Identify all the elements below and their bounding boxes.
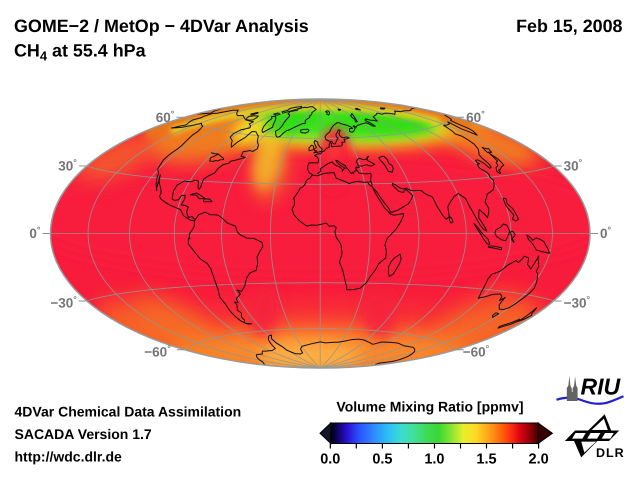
svg-text:SACADA Version 1.7: SACADA Version 1.7 <box>15 426 152 442</box>
svg-text:DLR: DLR <box>596 446 625 460</box>
svg-text:−30°: −30° <box>50 295 77 311</box>
svg-text:30°: 30° <box>58 158 77 174</box>
svg-text:30°: 30° <box>564 158 583 174</box>
svg-text:4DVar Chemical Data Assimilati: 4DVar Chemical Data Assimilation <box>15 404 242 420</box>
svg-text:RIU: RIU <box>581 374 622 400</box>
svg-text:60°: 60° <box>466 109 485 125</box>
svg-text:2.0: 2.0 <box>529 452 549 468</box>
svg-text:0°: 0° <box>29 225 41 241</box>
svg-text:−60°: −60° <box>463 343 490 359</box>
svg-text:CH4 at 55.4 hPa: CH4 at 55.4 hPa <box>14 41 147 64</box>
svg-text:0.0: 0.0 <box>320 452 340 468</box>
svg-text:http://wdc.dlr.de: http://wdc.dlr.de <box>15 449 123 465</box>
svg-text:−30°: −30° <box>564 295 591 311</box>
svg-text:GOME−2 / MetOp − 4DVar Analysi: GOME−2 / MetOp − 4DVar Analysis <box>14 16 309 36</box>
svg-text:Volume Mixing Ratio [ppmv]: Volume Mixing Ratio [ppmv] <box>336 399 523 415</box>
svg-text:0°: 0° <box>600 225 612 241</box>
svg-text:60°: 60° <box>156 109 175 125</box>
svg-text:Feb 15, 2008: Feb 15, 2008 <box>516 16 622 36</box>
svg-text:0.5: 0.5 <box>372 452 392 468</box>
svg-text:−60°: −60° <box>144 343 171 359</box>
svg-text:1.5: 1.5 <box>476 452 496 468</box>
svg-text:1.0: 1.0 <box>424 452 444 468</box>
